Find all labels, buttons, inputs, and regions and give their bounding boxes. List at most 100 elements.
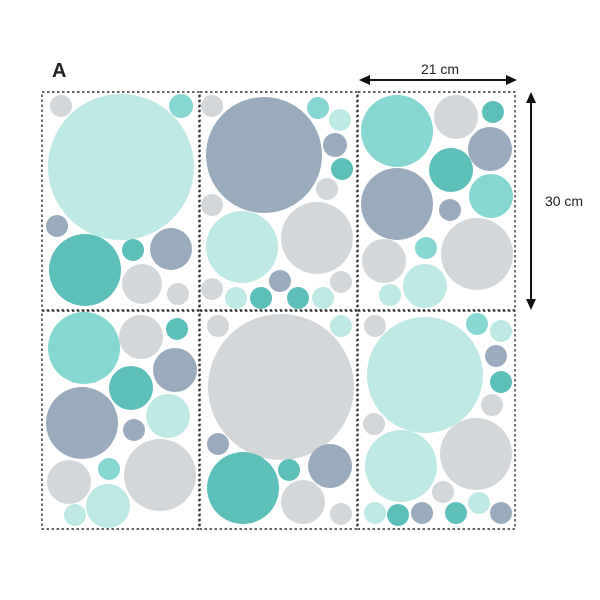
height-label: 30 cm [545, 193, 583, 209]
width-arrow-head-left [359, 75, 370, 85]
dot-sticker [109, 366, 153, 410]
dot-sticker [207, 433, 229, 455]
sheet-border [199, 91, 358, 311]
dot-sticker [330, 271, 352, 293]
dot-sticker [331, 158, 353, 180]
dot-sticker [364, 502, 386, 524]
dot-sticker [269, 270, 291, 292]
dot-sticker [64, 504, 86, 526]
width-arrow-head-right [506, 75, 517, 85]
sheet-border [357, 91, 516, 311]
dot-sticker [482, 101, 504, 123]
variant-label: A [52, 60, 66, 82]
sheet-border [357, 310, 516, 530]
dot-sticker [48, 94, 194, 240]
sheet-3 [357, 91, 516, 311]
dot-sticker [50, 95, 72, 117]
dot-sticker [361, 168, 433, 240]
dot-sticker [441, 218, 513, 290]
height-dimension: 30 cm [526, 92, 583, 310]
dot-sticker [468, 492, 490, 514]
dot-sticker [46, 215, 68, 237]
dot-sticker [281, 480, 325, 524]
sheet-border [199, 310, 358, 530]
dot-sticker [119, 315, 163, 359]
dot-sticker [208, 314, 354, 460]
dot-sticker [411, 502, 433, 524]
sheet-1 [41, 91, 200, 311]
dot-sticker [307, 97, 329, 119]
dot-sticker [364, 315, 386, 337]
dot-sticker [434, 95, 478, 139]
dot-sticker [466, 313, 488, 335]
dot-sticker [415, 237, 437, 259]
dot-sticker [124, 439, 196, 511]
dot-sticker [250, 287, 272, 309]
dot-sticker [122, 239, 144, 261]
dot-sticker [490, 502, 512, 524]
dot-sticker [440, 418, 512, 490]
dot-sticker [432, 481, 454, 503]
dot-sticker [201, 278, 223, 300]
dot-sticker [287, 287, 309, 309]
dot-sticker [490, 371, 512, 393]
dot-sticker [153, 348, 197, 392]
dot-sticker [278, 459, 300, 481]
dot-sticker [387, 504, 409, 526]
dot-sticker [150, 228, 192, 270]
dot-sticker [122, 264, 162, 304]
dot-sticker [365, 430, 437, 502]
dot-sticker [439, 199, 461, 221]
sheet-border [41, 91, 200, 311]
height-arrow-head-top [526, 92, 536, 103]
dot-sticker [363, 413, 385, 435]
dot-sticker [86, 484, 130, 528]
dot-sticker [403, 264, 447, 308]
dot-sticker [312, 287, 334, 309]
height-arrow-head-bottom [526, 299, 536, 310]
dot-sticker [329, 109, 351, 131]
dot-sticker [362, 239, 406, 283]
dot-sticker [485, 345, 507, 367]
dot-sticker [330, 315, 352, 337]
dot-sticker [323, 133, 347, 157]
sheet-border [41, 310, 200, 530]
dot-sticker [98, 458, 120, 480]
dot-sticker [445, 502, 467, 524]
dot-sticker [47, 460, 91, 504]
dot-sticker [201, 194, 223, 216]
dot-sticker [308, 444, 352, 488]
sheet-5 [199, 310, 358, 530]
dot-sticker [379, 284, 401, 306]
dot-sticker [46, 387, 118, 459]
dot-sticker [206, 211, 278, 283]
width-dimension: 21 cm [359, 61, 517, 85]
dot-sticker [201, 95, 223, 117]
dot-sticker [49, 234, 121, 306]
dot-sticker [469, 174, 513, 218]
dot-sticker [281, 202, 353, 274]
sheet-2 [199, 91, 358, 311]
dot-sticker [481, 394, 503, 416]
dot-sticker [207, 315, 229, 337]
dot-sticker [167, 283, 189, 305]
dot-sticker [225, 287, 247, 309]
dot-sticker [490, 320, 512, 342]
sheet-6 [357, 310, 516, 530]
sheets-grid [41, 91, 516, 530]
sheet-4 [41, 310, 200, 530]
dot-sticker [361, 95, 433, 167]
dot-sticker [207, 452, 279, 524]
dot-sticker [206, 97, 322, 213]
dot-sticker [316, 178, 338, 200]
dot-sticker [468, 127, 512, 171]
dot-sticker [166, 318, 188, 340]
dot-sticker [330, 503, 352, 525]
width-label: 21 cm [421, 61, 459, 77]
dot-sticker [146, 394, 190, 438]
dot-sticker [169, 94, 193, 118]
dot-sticker [367, 317, 483, 433]
dot-sticker [123, 419, 145, 441]
dot-sticker [48, 312, 120, 384]
